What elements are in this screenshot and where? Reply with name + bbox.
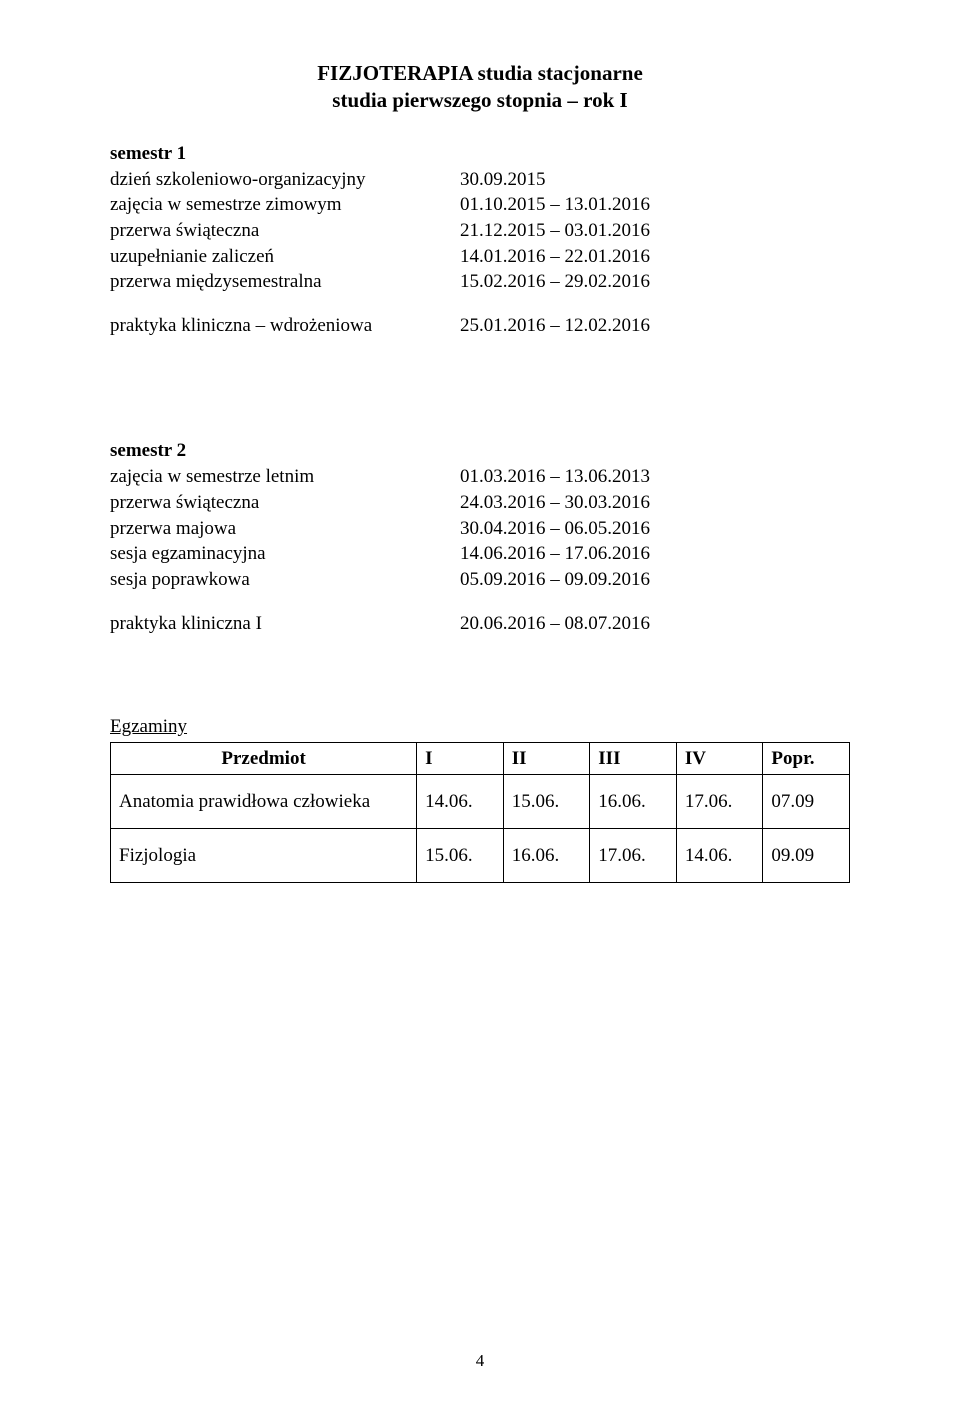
- cell-term-ii: 16.06.: [503, 829, 590, 883]
- semestr1-row: uzupełnianie zaliczeń 14.01.2016 – 22.01…: [110, 244, 850, 270]
- cell-term-iii: 17.06.: [590, 829, 677, 883]
- semestr2-heading: semestr 2: [110, 440, 850, 462]
- table-header-row: Przedmiot I II III IV Popr.: [111, 743, 850, 775]
- semestr1-row: przerwa międzysemestralna 15.02.2016 – 2…: [110, 269, 850, 295]
- row-value: 24.03.2016 – 30.03.2016: [460, 490, 850, 516]
- row-label: zajęcia w semestrze letnim: [110, 464, 460, 490]
- col-header-przedmiot: Przedmiot: [111, 743, 417, 775]
- col-header-ii: II: [503, 743, 590, 775]
- col-header-iv: IV: [676, 743, 763, 775]
- semestr2-row: sesja poprawkowa 05.09.2016 – 09.09.2016: [110, 567, 850, 593]
- row-label: uzupełnianie zaliczeń: [110, 244, 460, 270]
- egzaminy-table: Przedmiot I II III IV Popr. Anatomia pra…: [110, 742, 850, 883]
- row-value: 15.02.2016 – 29.02.2016: [460, 269, 850, 295]
- row-label: przerwa majowa: [110, 516, 460, 542]
- cell-subject: Fizjologia: [111, 829, 417, 883]
- table-row: Fizjologia 15.06. 16.06. 17.06. 14.06. 0…: [111, 829, 850, 883]
- row-value: 25.01.2016 – 12.02.2016: [460, 313, 850, 339]
- semestr1-praktyka-row: praktyka kliniczna – wdrożeniowa 25.01.2…: [110, 313, 850, 339]
- semestr2-row: sesja egzaminacyjna 14.06.2016 – 17.06.2…: [110, 541, 850, 567]
- cell-term-i: 14.06.: [417, 775, 504, 829]
- cell-subject: Anatomia prawidłowa człowieka: [111, 775, 417, 829]
- semestr1-heading: semestr 1: [110, 143, 850, 165]
- semestr2-row: przerwa świąteczna 24.03.2016 – 30.03.20…: [110, 490, 850, 516]
- semestr1-row: dzień szkoleniowo-organizacyjny 30.09.20…: [110, 167, 850, 193]
- semestr2-row: przerwa majowa 30.04.2016 – 06.05.2016: [110, 516, 850, 542]
- cell-term-popr: 07.09: [763, 775, 850, 829]
- row-value: 14.01.2016 – 22.01.2016: [460, 244, 850, 270]
- col-header-popr: Popr.: [763, 743, 850, 775]
- cell-term-popr: 09.09: [763, 829, 850, 883]
- document-title: FIZJOTERAPIA studia stacjonarne studia p…: [110, 60, 850, 115]
- row-label: sesja egzaminacyjna: [110, 541, 460, 567]
- cell-term-iv: 17.06.: [676, 775, 763, 829]
- row-value: 01.10.2015 – 13.01.2016: [460, 192, 850, 218]
- cell-term-iv: 14.06.: [676, 829, 763, 883]
- semestr2-praktyka-row: praktyka kliniczna I 20.06.2016 – 08.07.…: [110, 611, 850, 637]
- page-number: 4: [0, 1351, 960, 1371]
- semestr1-row: zajęcia w semestrze zimowym 01.10.2015 –…: [110, 192, 850, 218]
- table-row: Anatomia prawidłowa człowieka 14.06. 15.…: [111, 775, 850, 829]
- egzaminy-heading: Egzaminy: [110, 716, 850, 738]
- row-value: 01.03.2016 – 13.06.2013: [460, 464, 850, 490]
- row-label: przerwa świąteczna: [110, 218, 460, 244]
- title-line-2: studia pierwszego stopnia – rok I: [110, 87, 850, 114]
- title-line-1: FIZJOTERAPIA studia stacjonarne: [110, 60, 850, 87]
- col-header-iii: III: [590, 743, 677, 775]
- row-value: 30.09.2015: [460, 167, 850, 193]
- semestr1-row: przerwa świąteczna 21.12.2015 – 03.01.20…: [110, 218, 850, 244]
- row-label: zajęcia w semestrze zimowym: [110, 192, 460, 218]
- row-label: przerwa międzysemestralna: [110, 269, 460, 295]
- cell-term-iii: 16.06.: [590, 775, 677, 829]
- col-header-i: I: [417, 743, 504, 775]
- cell-term-ii: 15.06.: [503, 775, 590, 829]
- semestr2-row: zajęcia w semestrze letnim 01.03.2016 – …: [110, 464, 850, 490]
- row-value: 20.06.2016 – 08.07.2016: [460, 611, 850, 637]
- row-value: 21.12.2015 – 03.01.2016: [460, 218, 850, 244]
- row-label: praktyka kliniczna I: [110, 611, 460, 637]
- row-label: przerwa świąteczna: [110, 490, 460, 516]
- row-label: sesja poprawkowa: [110, 567, 460, 593]
- row-label: praktyka kliniczna – wdrożeniowa: [110, 313, 460, 339]
- row-label: dzień szkoleniowo-organizacyjny: [110, 167, 460, 193]
- row-value: 14.06.2016 – 17.06.2016: [460, 541, 850, 567]
- cell-term-i: 15.06.: [417, 829, 504, 883]
- row-value: 30.04.2016 – 06.05.2016: [460, 516, 850, 542]
- row-value: 05.09.2016 – 09.09.2016: [460, 567, 850, 593]
